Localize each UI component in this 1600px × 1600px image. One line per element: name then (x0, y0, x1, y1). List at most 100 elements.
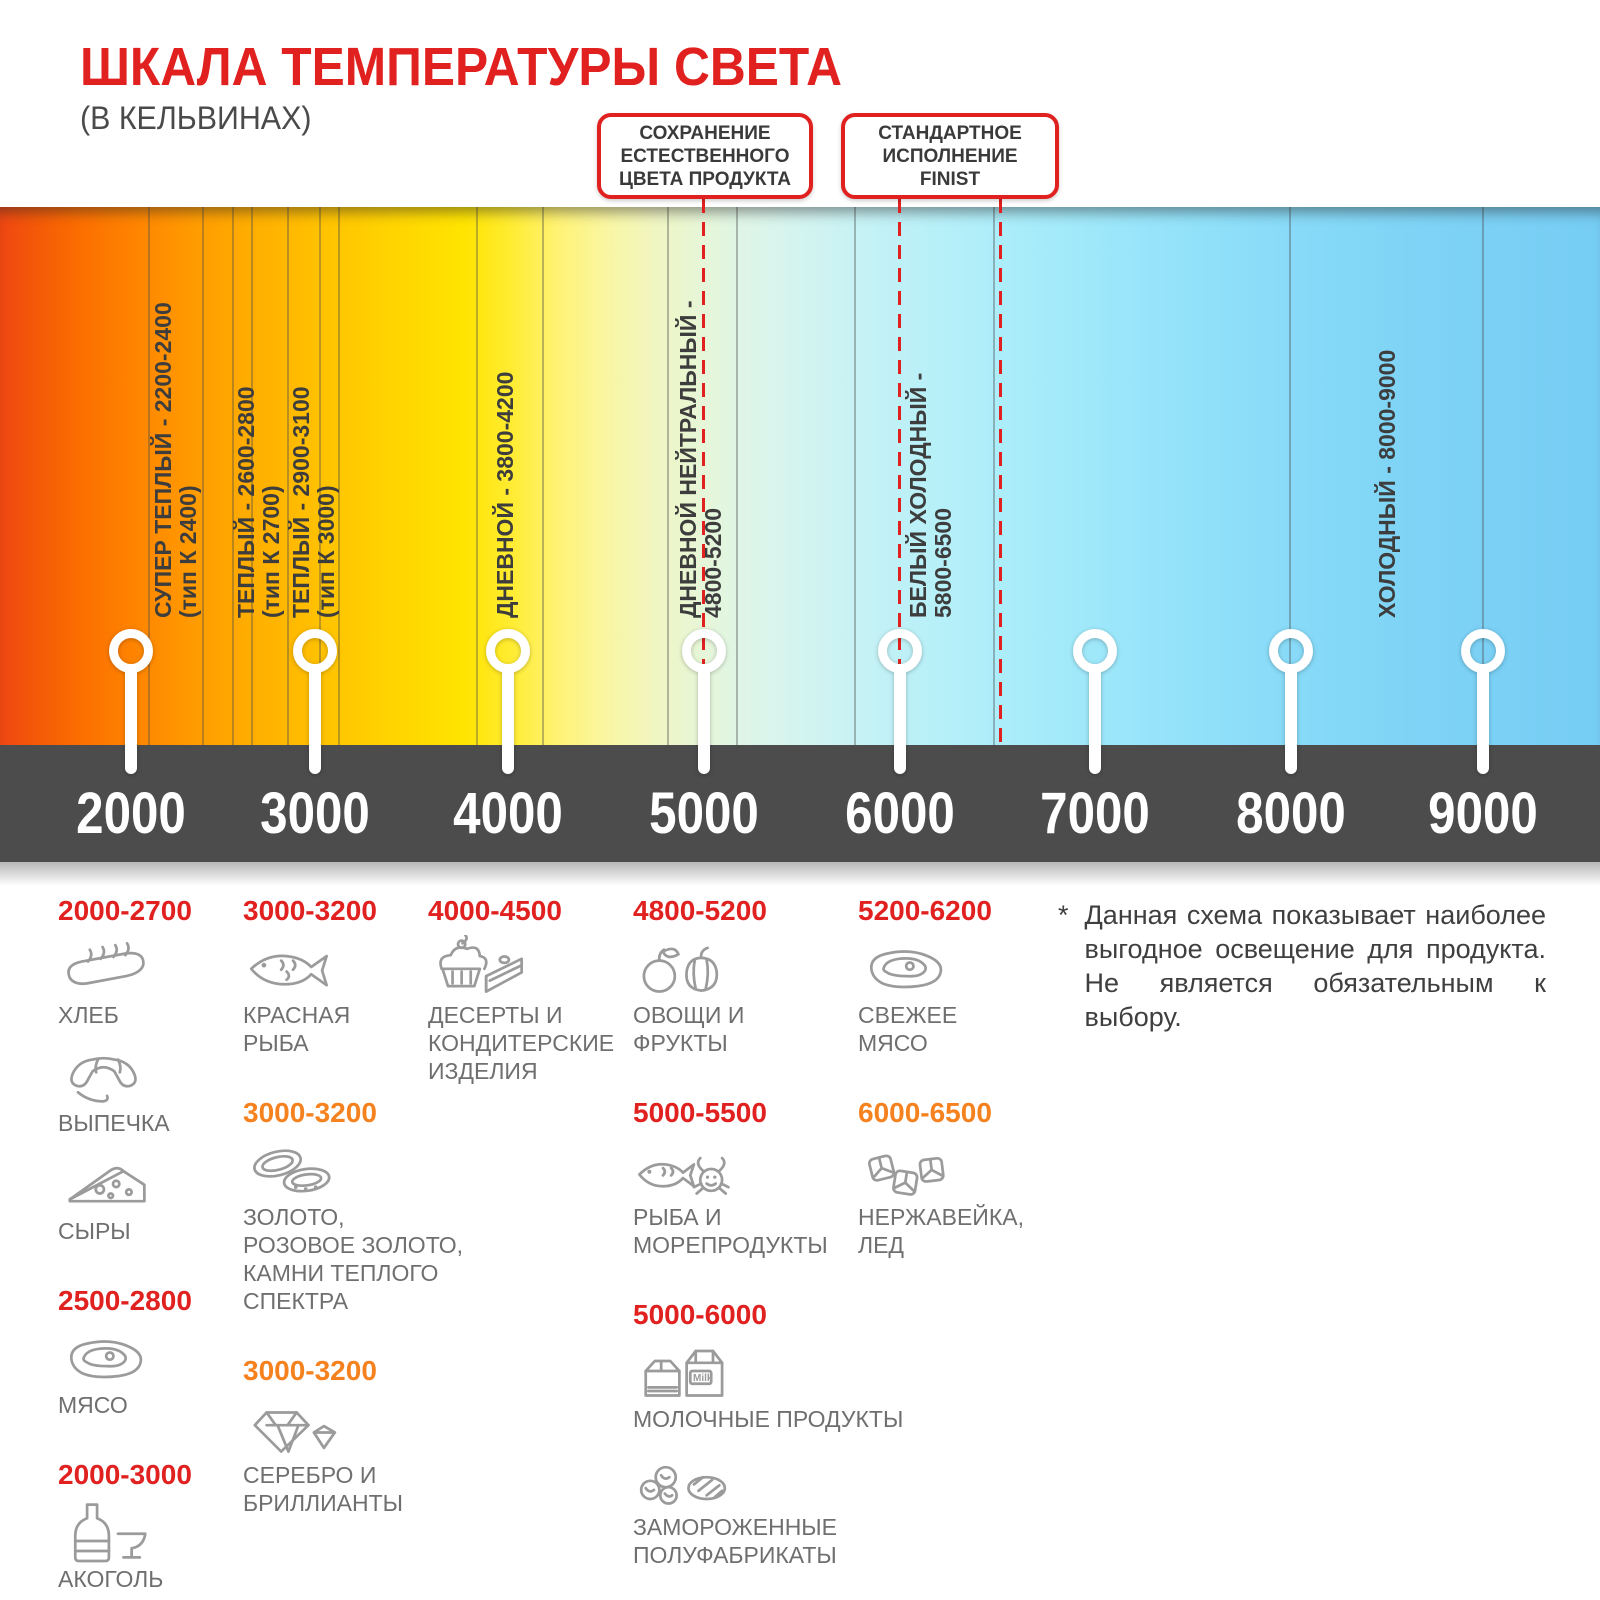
legend-item: ЗОЛОТО, РОЗОВОЕ ЗОЛОТО, КАМНИ ТЕПЛОГО СП… (243, 1137, 463, 1315)
pin-circle (1461, 629, 1506, 673)
legend-item: МЯСО (58, 1325, 233, 1419)
legend-column-4: 4800-5200 ОВОЩИ И ФРУКТЫ 5000-5500 РЫБА И М… (633, 895, 904, 1600)
legend-group: 5000-5500 РЫБА И МОРЕПРОДУКТЫ (633, 1097, 863, 1259)
tick-label: 2000 (76, 781, 187, 846)
legend-item: КРАСНАЯ РЫБА (243, 935, 428, 1057)
callout-stem-dashed-line (898, 199, 902, 745)
legend-item: ОВОЩИ И ФРУКТЫ (633, 935, 863, 1057)
legend-column-5: 5200-6200 СВЕЖЕЕ МЯСО 6000-6500 НЕРЖАВЕЙКА,… (858, 895, 1068, 1299)
legend-item: СЫРЫ (58, 1151, 233, 1245)
legend-item: ДЕСЕРТЫ И КОНДИТЕРСКИЕ ИЗДЕЛИЯ (428, 935, 628, 1085)
alcohol-icon (73, 1503, 147, 1563)
legend-item: ВЫПЕЧКА (58, 1043, 233, 1137)
scale-gridline (735, 207, 738, 745)
callout-box-1: СОХРАНЕНИЕ ЕСТЕСТВЕННОГО ЦВЕТА ПРОДУКТА (597, 113, 813, 199)
legend-group: 2500-2800 МЯСО (58, 1285, 233, 1419)
fish-icon (249, 954, 328, 987)
legend-item-label: ЗОЛОТО, РОЗОВОЕ ЗОЛОТО, КАМНИ ТЕПЛОГО СП… (243, 1204, 463, 1314)
legend-item: АКОГОЛЬ (58, 1499, 233, 1593)
scale-pin (109, 629, 154, 775)
axis-bar-shadow (0, 862, 1600, 886)
footnote: * Данная схема показывает наиболее выгод… (1058, 898, 1546, 1034)
scale-gridline (287, 207, 289, 745)
legend-item-label: СЕРЕБРО И БРИЛЛИАНТЫ (243, 1462, 404, 1516)
milk-icon: Milk (644, 1349, 724, 1397)
legend-item-label: АКОГОЛЬ (58, 1566, 164, 1592)
scale-gridline (1482, 207, 1485, 745)
legend-item: ЗАМОРОЖЕННЫЕ ПОЛУФАБРИКАТЫ (633, 1447, 863, 1569)
scale-gridline (542, 207, 545, 745)
legend-item-label: ХЛЕБ (58, 1002, 119, 1028)
legend-group: 3000-3200 КРАСНАЯ РЫБА (243, 895, 428, 1057)
legend-group: 3000-3200 ЗОЛОТО, РОЗОВОЕ ЗОЛОТО, КАМНИ Т… (243, 1097, 463, 1315)
legend-group: 5200-6200 СВЕЖЕЕ МЯСО (858, 895, 1068, 1057)
legend-range: 4000-4500 (428, 895, 562, 926)
band-label: ДНЕВНОЙ НЕЙТРАЛЬНЫЙ -4800-5200 (674, 300, 726, 619)
pin-circle (1269, 629, 1314, 673)
band-label: СУПЕР ТЕПЛЫЙ - 2200-2400 (тип К 2400) (150, 302, 201, 618)
legend-column-2: 3000-3200 КРАСНАЯ РЫБА 3000-3200 ЗОЛОТО, РО… (243, 895, 463, 1557)
band-label: БЕЛЫЙ ХОЛОДНЫЙ -5800-6500 (905, 372, 957, 618)
pin-stem (1089, 670, 1102, 774)
pin-stem (309, 670, 322, 774)
pin-stem (502, 670, 514, 774)
pin-circle (109, 629, 154, 673)
legend-item: ХЛЕБ (58, 935, 233, 1029)
steak-icon (869, 950, 943, 989)
legend-item-label: ВЫПЕЧКА (58, 1110, 170, 1136)
legend-range: 6000-6500 (858, 1097, 992, 1128)
legend-group: 2000-3000 АКОГОЛЬ (58, 1459, 233, 1593)
footnote-asterisk: * (1058, 900, 1069, 930)
legend-range: 2000-3000 (58, 1459, 192, 1490)
legend-item: НЕРЖАВЕЙКА, ЛЕД (858, 1137, 1068, 1259)
band-label: ТЕПЛЫЙ - 2600-2800 (тип К 2700) (233, 386, 285, 618)
pin-stem (697, 670, 710, 774)
legend-range: 3000-3200 (243, 1355, 377, 1386)
pin-circle (681, 629, 726, 673)
vegetables-icon (642, 946, 719, 993)
legend-range: 5000-6000 (633, 1299, 767, 1330)
dessert-icon (439, 935, 523, 993)
callout-stem-dashed-line (999, 199, 1003, 745)
temperature-gradient-bar (0, 207, 1600, 745)
callout-box-2: СТАНДАРТНОЕ ИСПОЛНЕНИЕ FINIST (841, 113, 1059, 199)
legend-group: 4800-5200 ОВОЩИ И ФРУКТЫ (633, 895, 863, 1057)
scale-gridline (231, 207, 234, 745)
pin-circle (1073, 629, 1118, 673)
pin-stem (893, 670, 906, 774)
callout-stem-dashed-line (702, 199, 706, 745)
scale-gridline (993, 207, 996, 745)
legend-range: 2500-2800 (58, 1285, 192, 1316)
legend-item-label: СЫРЫ (58, 1218, 131, 1244)
legend-item-label: ЗАМОРОЖЕННЫЕ ПОЛУФАБРИКАТЫ (633, 1514, 838, 1568)
legend-column-1: 2000-2700 ХЛЕБ ВЫПЕЧКА СЫРЫ 2500-2800 МЯСО 200… (58, 895, 233, 1600)
scale-gridline (667, 207, 669, 745)
scale-gridline (251, 207, 253, 745)
band-label: ТЕПЛЫЙ - 2900-3100 (тип К 3000) (287, 386, 339, 618)
footnote-text: Данная схема показывает наиболее выгодно… (1084, 900, 1546, 1032)
pin-stem (125, 670, 138, 774)
legend-column-3: 4000-4500 ДЕСЕРТЫ И КОНДИТЕРСКИЕ ИЗДЕЛИЯ (428, 895, 628, 1125)
tick-label: 9000 (1428, 781, 1538, 846)
bread-icon (67, 941, 145, 986)
axis-bar (0, 745, 1600, 862)
svg-text:Milk: Milk (693, 1373, 713, 1384)
legend-item: СЕРЕБРО И БРИЛЛИАНТЫ (243, 1395, 428, 1517)
pin-circle (293, 629, 338, 673)
legend-range: 3000-3200 (243, 895, 377, 926)
rings-icon (253, 1149, 331, 1193)
meat-icon (69, 1340, 143, 1379)
legend-item-label: МОЛОЧНЫЕ ПРОДУКТЫ (633, 1406, 904, 1432)
tick-label: 8000 (1236, 781, 1346, 846)
legend-group: 4000-4500 ДЕСЕРТЫ И КОНДИТЕРСКИЕ ИЗДЕЛИЯ (428, 895, 628, 1085)
diamond-icon (253, 1411, 337, 1453)
legend-item-label: ОВОЩИ И ФРУКТЫ (633, 1002, 745, 1056)
scale-gridline (475, 207, 478, 745)
tick-label: 4000 (453, 781, 563, 846)
legend-group: 3000-3200 СЕРЕБРО И БРИЛЛИАНТЫ (243, 1355, 428, 1517)
pin-stem (1477, 670, 1490, 774)
legend-item-label: СВЕЖЕЕ МЯСО (858, 1002, 958, 1056)
legend-group: 6000-6500 НЕРЖАВЕЙКА, ЛЕД (858, 1097, 1068, 1259)
tick-label: 6000 (844, 781, 955, 846)
